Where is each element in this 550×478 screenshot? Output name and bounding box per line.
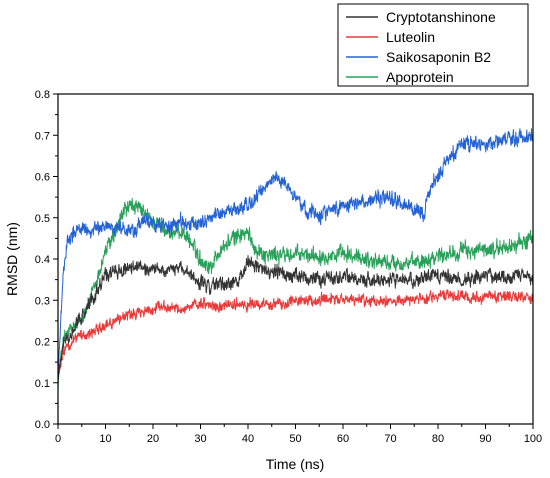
y-tick-label: 0.8 bbox=[35, 89, 50, 101]
x-tick-label: 40 bbox=[242, 433, 254, 445]
x-axis-title: Time (ns) bbox=[266, 456, 325, 472]
legend-label: Cryptotanshinone bbox=[386, 9, 496, 25]
x-tick-label: 70 bbox=[384, 433, 396, 445]
y-axis-title: RMSD (nm) bbox=[4, 222, 20, 296]
y-tick-label: 0.1 bbox=[35, 378, 50, 390]
x-tick-label: 100 bbox=[524, 433, 542, 445]
series-line-apoprotein bbox=[57, 197, 534, 392]
x-tick-label: 0 bbox=[55, 433, 61, 445]
series-line-cryptotanshinone bbox=[57, 255, 534, 380]
y-tick-label: 0.0 bbox=[35, 419, 50, 431]
y-tick-label: 0.7 bbox=[35, 130, 50, 142]
y-tick-label: 0.4 bbox=[35, 254, 50, 266]
legend: Cryptotanshinone Luteolin Saikosaponin B2 A… bbox=[337, 3, 529, 87]
x-tick-label: 30 bbox=[194, 433, 206, 445]
series-line-saikosaponin-b2 bbox=[57, 128, 534, 374]
x-tick-label: 50 bbox=[289, 433, 301, 445]
y-tick-label: 0.2 bbox=[35, 337, 50, 349]
axis-ticks: 0 10 20 30 40 50 60 70 80 90 100 0.0 0.1 0.2 0.3 0.4 0.5… bbox=[35, 89, 542, 445]
y-tick-label: 0.3 bbox=[35, 295, 50, 307]
series-line-luteolin bbox=[57, 289, 534, 375]
x-tick-label: 10 bbox=[99, 433, 111, 445]
y-tick-label: 0.6 bbox=[35, 172, 50, 184]
x-tick-label: 90 bbox=[479, 433, 491, 445]
legend-label: Apoprotein bbox=[386, 69, 454, 85]
x-tick-label: 20 bbox=[147, 433, 159, 445]
series-layer bbox=[57, 128, 534, 392]
x-tick-label: 80 bbox=[432, 433, 444, 445]
legend-label: Luteolin bbox=[386, 29, 435, 45]
y-tick-label: 0.5 bbox=[35, 213, 50, 225]
x-tick-label: 60 bbox=[337, 433, 349, 445]
legend-label: Saikosaponin B2 bbox=[386, 49, 491, 65]
